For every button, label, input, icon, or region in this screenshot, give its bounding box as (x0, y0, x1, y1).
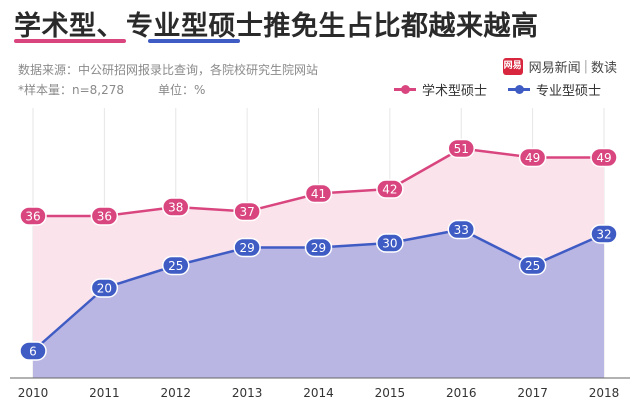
series-academic-data-label: 41 (311, 187, 326, 201)
sample-size: *样本量：n=8,278 (18, 83, 125, 97)
series-professional-data-label: 25 (525, 259, 540, 273)
series-academic-point (90, 206, 119, 226)
series-professional-point (90, 278, 119, 298)
x-tick-label: 2016 (446, 386, 477, 400)
x-tick-label: 2015 (375, 386, 406, 400)
title-underline-professional (148, 39, 240, 43)
series-academic-data-label: 51 (454, 142, 469, 156)
x-tick-label: 2012 (160, 386, 191, 400)
brand-section: 数读 (590, 61, 617, 76)
series-professional-data-label: 33 (454, 223, 469, 237)
series-academic-point (162, 197, 190, 217)
x-tick-label: 2013 (232, 386, 263, 400)
series-academic-point (590, 147, 618, 168)
series-academic-data-label: 38 (168, 201, 183, 215)
sample-info: *样本量：n=8,278 单位：% (18, 81, 205, 98)
series-academic-point (447, 138, 475, 159)
series-professional-data-label: 29 (311, 241, 326, 255)
series-professional-data-label: 30 (382, 237, 397, 251)
series-academic-data-label: 49 (525, 151, 540, 165)
x-tick-label: 2011 (89, 386, 120, 400)
series-professional-point (447, 219, 475, 240)
brand-logo: 网易 (502, 58, 523, 75)
series-academic-point (19, 206, 47, 226)
data-source: 数据来源：中公研招网报录比查询，各院校研究生院网站 (18, 63, 319, 77)
series-professional-point (590, 224, 618, 244)
brand-name: 网易新闻 (528, 61, 581, 76)
series-professional-point (233, 237, 261, 258)
series-professional-point (376, 233, 404, 253)
x-tick-label: 2014 (303, 386, 334, 400)
legend-professional-label: 专业型硕士 (536, 84, 602, 99)
title-separator: 、 (96, 11, 124, 42)
series-professional-data-label: 29 (239, 241, 254, 255)
series-academic-point (304, 183, 333, 204)
brand-separator: | (583, 59, 588, 74)
x-tick-label: 2017 (517, 386, 548, 400)
series-professional-point (304, 237, 333, 258)
unit-label: 单位：% (158, 83, 206, 97)
series-professional-point (518, 255, 547, 276)
series-professional-data-label: 32 (596, 228, 611, 242)
brand: 网易 网易新闻 | 数读 (502, 57, 617, 76)
title-academic: 学术型 (14, 11, 97, 42)
title-underline-academic (14, 39, 126, 43)
legend-academic-label: 学术型硕士 (422, 84, 488, 99)
series-academic-data-label: 49 (596, 151, 611, 165)
title-rest: 硕士推免生占比都越来越高 (208, 11, 539, 42)
series-academic-point (233, 201, 261, 222)
series-professional-data-label: 6 (29, 345, 37, 359)
series-professional-data-label: 25 (168, 259, 183, 273)
x-tick-label: 2010 (18, 386, 49, 400)
series-academic-point (518, 147, 547, 168)
series-academic-data-label: 42 (382, 183, 397, 197)
series-academic-point (376, 179, 404, 199)
legend-academic: 学术型硕士 (394, 80, 487, 99)
series-academic-data-label: 36 (97, 210, 112, 224)
series-professional-point (162, 255, 190, 276)
series-professional-point (19, 341, 47, 361)
legend-academic-swatch (394, 85, 416, 94)
chart-title: 学术型、专业型硕士推免生占比都越来越高 (14, 4, 539, 43)
legend-professional: 专业型硕士 (508, 80, 601, 99)
series-professional-data-label: 20 (97, 282, 112, 296)
series-academic-data-label: 37 (239, 205, 254, 219)
legend-professional-swatch (508, 85, 530, 94)
series-academic-data-label: 36 (25, 210, 40, 224)
title-professional: 专业型 (126, 11, 209, 42)
x-tick-label: 2018 (589, 386, 620, 400)
